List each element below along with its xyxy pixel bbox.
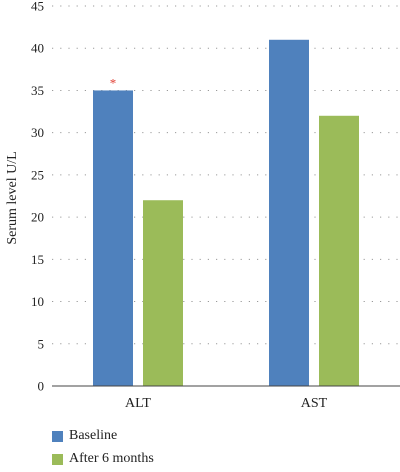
y-axis-label: Serum level U/L (5, 151, 20, 244)
bar-ast-after-6-months (319, 115, 359, 387)
bar-chart: Serum level U/L 0 5 10 15 20 25 30 35 40 45 * ALT… (5, 0, 400, 411)
y-tick-label: 45 (31, 0, 44, 14)
bar-ast-baseline (269, 39, 309, 387)
legend-swatch-baseline (52, 430, 63, 442)
bar-alt-baseline (93, 90, 133, 386)
y-tick-label: 15 (31, 252, 44, 267)
y-tick-label: 20 (31, 210, 44, 225)
bars (93, 39, 359, 387)
bar-alt-after-6-months (143, 200, 183, 386)
x-tick-label-alt: ALT (125, 396, 151, 411)
legend-label-baseline: Baseline (69, 428, 118, 443)
x-tick-label-ast: AST (301, 396, 328, 411)
y-tick-label: 10 (31, 294, 44, 309)
legend-label-after-6-months: After 6 months (69, 451, 154, 466)
y-tick-label: 5 (38, 336, 45, 351)
y-tick-label: 0 (38, 379, 45, 394)
legend-item-after-6-months: After 6 months (52, 449, 154, 469)
legend-swatch-after-6-months (52, 453, 63, 465)
y-tick-label: 40 (31, 41, 44, 56)
significance-marker: * (110, 75, 117, 90)
y-tick-label: 30 (31, 125, 44, 140)
y-tick-label: 25 (31, 167, 44, 182)
y-tick-label: 35 (31, 83, 44, 98)
legend-item-baseline: Baseline (52, 426, 154, 446)
annotations: * (110, 75, 117, 90)
legend: Baseline After 6 months (52, 426, 154, 472)
y-tick-labels: 0 5 10 15 20 25 30 35 40 45 (31, 0, 44, 394)
category-labels: ALT AST (125, 396, 328, 411)
